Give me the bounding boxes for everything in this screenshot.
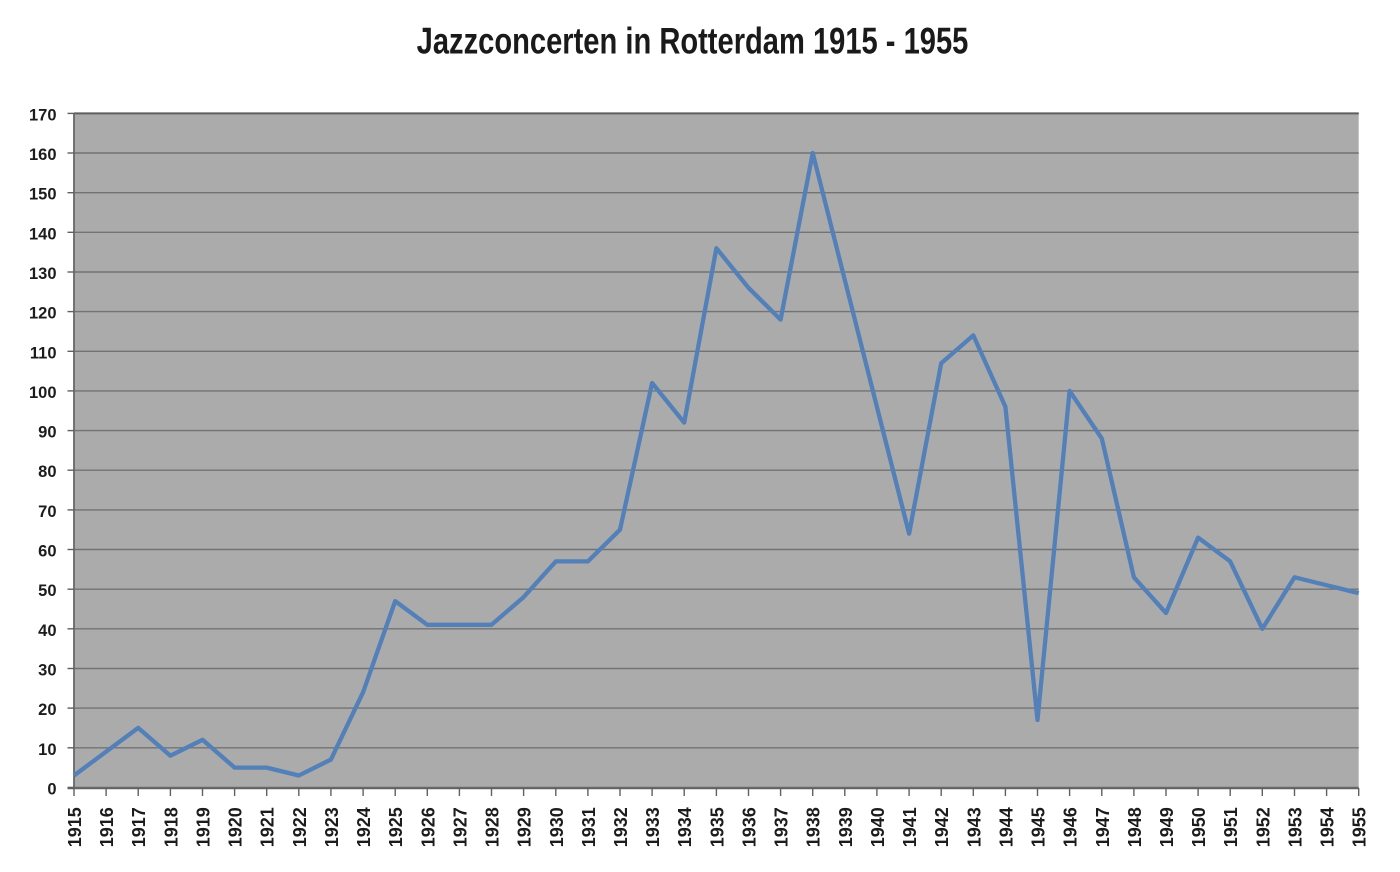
- svg-text:1931: 1931: [579, 807, 599, 847]
- svg-text:1954: 1954: [1318, 807, 1338, 847]
- svg-text:130: 130: [29, 265, 57, 283]
- svg-text:150: 150: [29, 186, 57, 204]
- svg-text:1952: 1952: [1253, 807, 1273, 847]
- svg-text:1922: 1922: [290, 807, 310, 847]
- svg-text:1928: 1928: [483, 807, 503, 847]
- svg-text:1953: 1953: [1286, 807, 1306, 847]
- svg-text:1934: 1934: [675, 807, 695, 847]
- svg-text:1929: 1929: [515, 807, 535, 847]
- svg-text:1924: 1924: [354, 807, 374, 847]
- svg-text:1923: 1923: [322, 807, 342, 847]
- svg-text:170: 170: [29, 106, 57, 124]
- svg-text:1921: 1921: [258, 807, 278, 847]
- svg-text:160: 160: [29, 146, 57, 164]
- svg-text:1943: 1943: [964, 807, 984, 847]
- svg-text:140: 140: [29, 225, 57, 243]
- svg-text:1936: 1936: [740, 807, 760, 847]
- svg-text:1932: 1932: [611, 807, 631, 847]
- svg-text:1930: 1930: [547, 807, 567, 847]
- svg-text:1926: 1926: [418, 807, 438, 847]
- svg-text:110: 110: [30, 344, 57, 362]
- svg-text:Jazzconcerten in Rotterdam 191: Jazzconcerten in Rotterdam 1915 - 1955: [417, 21, 969, 62]
- svg-text:1918: 1918: [161, 807, 181, 847]
- svg-text:1917: 1917: [129, 807, 149, 847]
- svg-text:10: 10: [38, 741, 56, 759]
- svg-text:1933: 1933: [643, 807, 663, 847]
- svg-text:1915: 1915: [65, 807, 85, 847]
- svg-text:1949: 1949: [1157, 807, 1177, 847]
- svg-text:40: 40: [38, 622, 56, 640]
- svg-text:30: 30: [38, 662, 56, 680]
- svg-text:100: 100: [29, 384, 57, 402]
- svg-text:90: 90: [38, 424, 56, 442]
- svg-text:1938: 1938: [804, 807, 824, 847]
- svg-text:1944: 1944: [996, 807, 1016, 847]
- svg-text:120: 120: [29, 305, 57, 323]
- svg-text:60: 60: [38, 543, 56, 561]
- svg-text:1940: 1940: [868, 807, 888, 847]
- svg-text:1935: 1935: [707, 807, 727, 847]
- svg-text:1939: 1939: [836, 807, 856, 847]
- svg-text:1941: 1941: [900, 807, 920, 847]
- svg-text:1950: 1950: [1189, 807, 1209, 847]
- svg-text:1942: 1942: [932, 807, 952, 847]
- svg-text:1955: 1955: [1350, 807, 1370, 847]
- svg-text:1927: 1927: [450, 807, 470, 847]
- svg-text:1937: 1937: [772, 807, 792, 847]
- svg-text:1946: 1946: [1061, 807, 1081, 847]
- svg-text:1951: 1951: [1221, 807, 1241, 847]
- svg-text:1947: 1947: [1093, 807, 1113, 847]
- svg-text:1919: 1919: [194, 807, 214, 847]
- svg-text:0: 0: [47, 780, 56, 798]
- svg-text:1920: 1920: [226, 807, 246, 847]
- svg-text:80: 80: [38, 463, 56, 481]
- svg-text:70: 70: [38, 503, 56, 521]
- svg-text:50: 50: [38, 582, 56, 600]
- svg-text:1948: 1948: [1125, 807, 1145, 847]
- svg-text:1916: 1916: [97, 807, 117, 847]
- svg-text:1925: 1925: [386, 807, 406, 847]
- svg-text:20: 20: [38, 701, 56, 719]
- svg-text:1945: 1945: [1029, 807, 1049, 847]
